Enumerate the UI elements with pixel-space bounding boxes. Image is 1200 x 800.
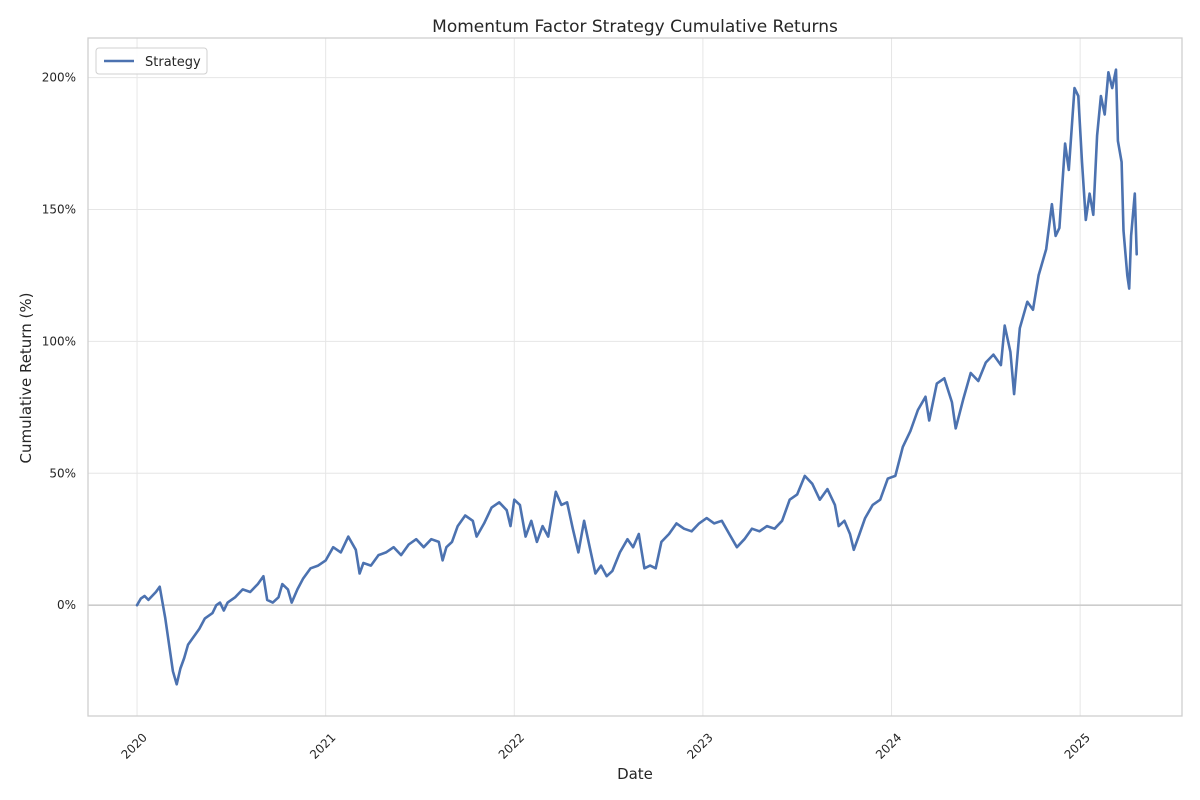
x-tick-label: 2022 (496, 730, 527, 761)
legend: Strategy (95, 47, 208, 75)
x-tick-label: 2025 (1062, 730, 1093, 761)
y-tick-label: 50% (49, 466, 76, 480)
grid (88, 38, 1182, 716)
x-tick-label: 2020 (118, 730, 149, 761)
x-axis-ticks: 2020 2021 2022 2023 2024 2025 (118, 730, 1093, 761)
y-axis-ticks: 0% 50% 100% 150% 200% (42, 71, 76, 613)
x-tick-label: 2021 (307, 730, 338, 761)
x-tick-label: 2023 (684, 730, 715, 761)
series-layer (135, 68, 1138, 686)
chart-title: Momentum Factor Strategy Cumulative Retu… (432, 17, 838, 37)
y-tick-label: 150% (42, 202, 76, 216)
legend-label: Strategy (145, 55, 201, 70)
plot-area-frame (87, 37, 1183, 717)
y-axis-label: Cumulative Return (%) (17, 293, 35, 464)
y-tick-label: 200% (42, 71, 76, 85)
legend-box (95, 47, 208, 75)
y-tick-label: 100% (42, 334, 76, 348)
y-tick-label: 0% (57, 598, 76, 612)
series-line-strategy (135, 68, 1138, 686)
x-tick-label: 2024 (873, 730, 904, 761)
x-axis-label: Date (617, 765, 653, 783)
